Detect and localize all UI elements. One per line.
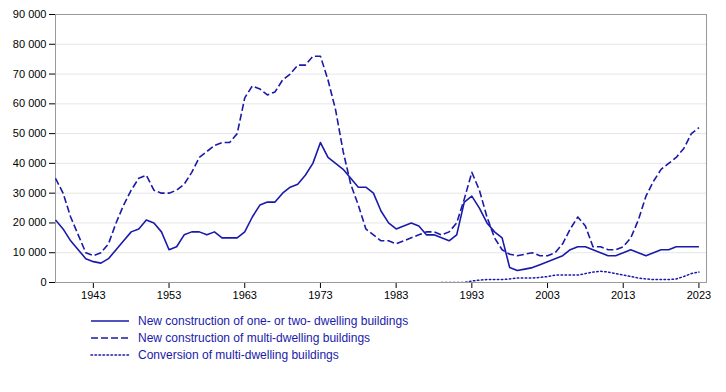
- svg-text:1963: 1963: [233, 289, 257, 301]
- svg-text:2023: 2023: [687, 289, 711, 301]
- svg-text:1983: 1983: [384, 289, 408, 301]
- svg-text:1943: 1943: [81, 289, 105, 301]
- svg-text:0: 0: [40, 276, 46, 288]
- svg-text:30 000: 30 000: [13, 187, 47, 199]
- html-text:Conversion of multi-dwelling b: Conversion of multi-dwelling buildings: [138, 348, 339, 362]
- svg-text:50 000: 50 000: [13, 127, 47, 139]
- svg-text:1993: 1993: [460, 289, 484, 301]
- svg-text:80 000: 80 000: [13, 38, 47, 50]
- svg-text:1973: 1973: [308, 289, 332, 301]
- svg-text:90 000: 90 000: [13, 8, 47, 20]
- html-text:New construction of one- or tw: New construction of one- or two- dwellin…: [138, 314, 409, 328]
- svg-text:40 000: 40 000: [13, 157, 47, 169]
- svg-text:60 000: 60 000: [13, 97, 47, 109]
- svg-text:70 000: 70 000: [13, 68, 47, 80]
- svg-text:2003: 2003: [535, 289, 559, 301]
- svg-text:1953: 1953: [157, 289, 181, 301]
- svg-text:2013: 2013: [611, 289, 635, 301]
- svg-text:10 000: 10 000: [13, 246, 47, 258]
- svg-text:20 000: 20 000: [13, 216, 47, 228]
- html-text:New construction of multi-dwel: New construction of multi-dwelling build…: [138, 331, 371, 345]
